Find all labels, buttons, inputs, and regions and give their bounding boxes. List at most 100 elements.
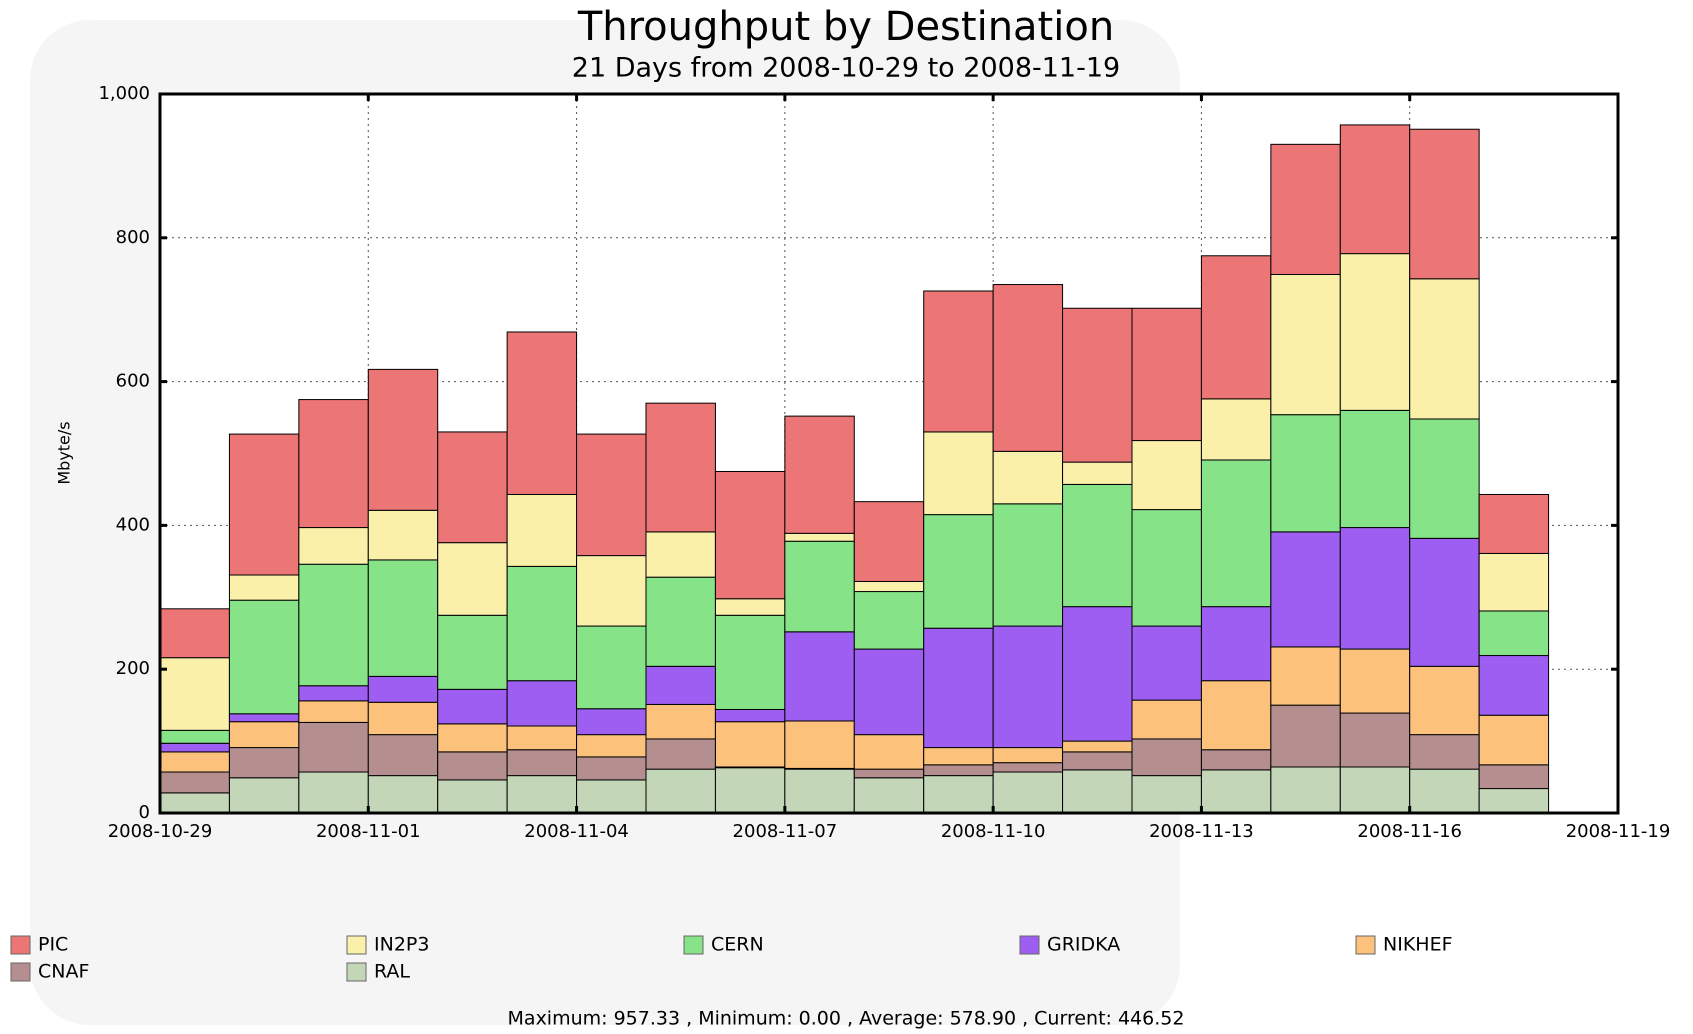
bar-segment [1062,461,1133,485]
bar-segment [1131,738,1202,777]
bar-segment [1131,509,1202,627]
bar-segment [1409,768,1480,814]
bar-segment [1131,699,1202,740]
bar-segment [645,703,716,740]
bar-segment [228,713,300,723]
bar-segment [506,493,578,567]
bar-segment [1409,418,1480,539]
bar-segment [576,779,647,814]
bar-segment [576,708,647,736]
bar-segment [784,768,855,814]
bar-segment [784,415,855,534]
bar-segment [1270,414,1341,533]
bar-segment [506,331,578,495]
bar-segment [992,450,1064,505]
bar-segment [1409,665,1480,736]
bar-segment [1478,764,1550,790]
bar-segment [1270,646,1341,706]
y-tick-label: 0 [139,802,150,823]
bar-segment [853,734,925,770]
bar-segment [645,738,716,770]
x-tick-label: 2008-11-19 [1566,821,1671,842]
bar-segment [1339,648,1411,714]
bar-segment [1478,610,1550,657]
bar-segment [1270,704,1341,768]
legend-label: NIKHEF [1383,934,1453,956]
bar-segment [1339,124,1411,255]
bar-segment [1062,483,1133,608]
bar-segment [1409,537,1480,667]
bar-segment [784,631,855,722]
bar-segment [228,777,300,814]
bar-segment [1478,714,1550,766]
bar-segment [645,768,716,814]
bar-segment [784,532,855,542]
bar-segment [1339,712,1411,768]
legend-swatch [10,935,31,955]
legend-swatch [346,935,367,955]
bar-segment [784,720,855,769]
bar-segment [437,723,508,753]
legend-label: RAL [374,961,410,983]
bar-segment [506,680,578,727]
bar-segment [923,290,994,433]
bar-segment [645,531,716,578]
bar-segment [645,402,716,533]
bar-segment [992,762,1064,773]
bar-segment [1478,552,1550,612]
bar-segment [367,675,439,703]
bar-segment [437,431,508,544]
legend-swatch [10,962,31,982]
bar-segment [228,747,300,779]
legend-swatch [1355,935,1376,955]
bar-segment [1062,606,1133,742]
bar-segment [228,574,300,601]
bar-segment [853,580,925,593]
bar-segment [1131,440,1202,511]
bar-segment [367,509,439,561]
bar-segment [923,514,994,629]
bar-segment [298,721,369,773]
bar-segment [506,749,578,777]
bar-segment [576,756,647,781]
bar-segment [923,775,994,814]
bar-segment [506,565,578,682]
bar-segment [1200,255,1272,400]
bar-segment [367,559,439,677]
y-tick-label: 1,000 [98,83,150,104]
bar-segment [367,734,439,777]
bar-segment [853,501,925,582]
bar-segment [645,576,716,667]
bar-segment [1270,766,1341,814]
bar-segment [159,751,230,773]
x-tick-label: 2008-10-29 [108,821,213,842]
legend-swatch [1019,935,1040,955]
bar-segment [1131,625,1202,701]
legend-label: CERN [711,934,764,956]
bar-segment [159,771,230,794]
bar-segment [298,399,369,529]
bar-segment [1062,740,1133,753]
bar-segment [1200,459,1272,608]
bar-segment [1200,398,1272,461]
bar-segment [437,751,508,781]
bar-segment [1339,253,1411,411]
bar-segment [506,725,578,751]
bar-segment [1062,751,1133,771]
x-tick-label: 2008-11-16 [1357,821,1462,842]
bar-segment [923,431,994,516]
chart-title: Throughput by Destination [577,4,1114,50]
bar-segment [923,747,994,766]
legend-label: GRIDKA [1047,934,1120,956]
bar-segment [367,368,439,511]
bar-segment [1270,143,1341,275]
bar-segment [437,688,508,725]
y-tick-label: 400 [116,514,150,535]
bar-segment [298,527,369,565]
bar-segment [714,470,786,600]
bar-segment [714,721,786,768]
x-tick-label: 2008-11-07 [733,821,838,842]
bar-segment [298,771,369,814]
bar-segment [367,775,439,814]
bar-segment [714,614,786,710]
